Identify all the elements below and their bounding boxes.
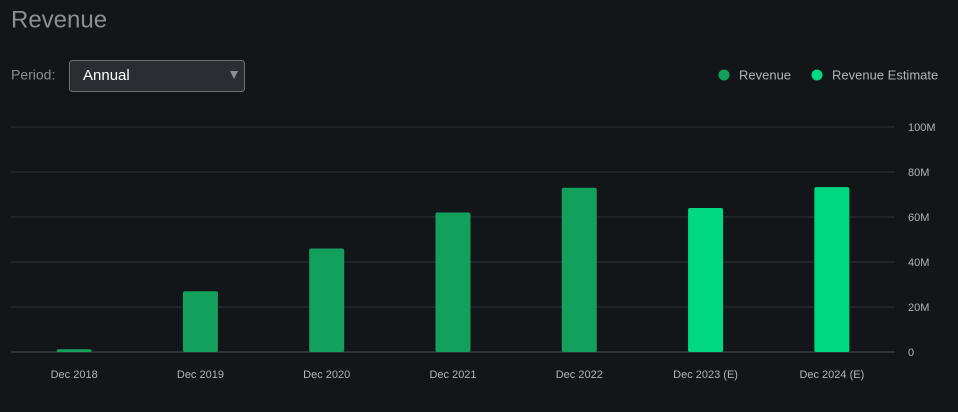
legend-swatch: [811, 69, 823, 81]
y-tick-label: 20M: [908, 302, 929, 314]
x-tick-label: Dec 2023 (E): [673, 369, 738, 381]
select-box[interactable]: [69, 60, 245, 92]
legend-label: Revenue: [739, 67, 791, 82]
x-tick-label: Dec 2021: [429, 369, 476, 381]
bar: [309, 248, 345, 352]
x-tick-label: Dec 2019: [177, 369, 224, 381]
select-value[interactable]: Annual: [83, 67, 130, 84]
title: Revenue: [11, 6, 107, 33]
y-tick-label: 40M: [908, 257, 929, 269]
bar: [814, 187, 850, 352]
bar: [688, 208, 724, 352]
bar: [435, 212, 471, 352]
bar: [561, 187, 597, 352]
x-tick-label: Dec 2024 (E): [799, 369, 864, 381]
legend-swatch: [718, 69, 730, 81]
select-arrow[interactable]: [230, 71, 238, 79]
period-label: Period:: [11, 67, 55, 83]
period-select[interactable]: Annual: [69, 60, 245, 92]
y-tick-label: 80M: [908, 167, 929, 179]
y-tick-label: 100M: [908, 122, 936, 134]
legend-label: Revenue Estimate: [832, 67, 938, 82]
x-tick-label: Dec 2020: [303, 369, 350, 381]
x-tick-label: Dec 2018: [51, 369, 98, 381]
bar: [182, 291, 218, 352]
y-tick-label: 60M: [908, 212, 929, 224]
x-tick-label: Dec 2022: [556, 369, 603, 381]
y-tick-label: 0: [908, 347, 914, 359]
bar: [56, 349, 92, 352]
